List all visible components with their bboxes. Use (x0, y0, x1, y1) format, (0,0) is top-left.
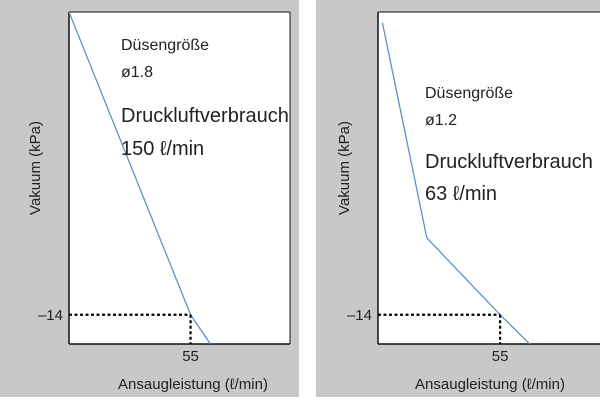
y-axis-label: Vakuum (kPa) (336, 121, 353, 215)
annotation-consumption-label: Druckluftverbrauch (121, 105, 289, 127)
y-tick-label: –14 (38, 307, 63, 324)
y-tick-label: –14 (347, 307, 372, 324)
chart-panel-right: 55 –14 Ansaugleistung (ℓ/min) Vakuum (kP… (316, 0, 600, 397)
annotation-consumption-value: 63 ℓ/min (425, 183, 497, 205)
annotation-consumption-value: 150 ℓ/min (121, 138, 204, 160)
chart-panel-left: 55 –14 Ansaugleistung (ℓ/min) Vakuum (kP… (0, 0, 299, 397)
annotation-nozzle-label: Düsengröße (425, 85, 513, 102)
x-tick-label: 55 (182, 348, 199, 365)
annotation-nozzle-value: ø1.8 (121, 64, 153, 81)
annotation-consumption-label: Druckluftverbrauch (425, 151, 593, 173)
x-axis-label: Ansaugleistung (ℓ/min) (415, 376, 565, 393)
x-axis-label: Ansaugleistung (ℓ/min) (118, 376, 268, 393)
y-axis-label: Vakuum (kPa) (27, 121, 44, 215)
annotation-nozzle-value: ø1.2 (425, 112, 457, 129)
x-tick-label: 55 (492, 348, 509, 365)
plot-area (69, 12, 290, 344)
annotation-nozzle-label: Düsengröße (121, 37, 209, 54)
plot-area (378, 12, 600, 344)
